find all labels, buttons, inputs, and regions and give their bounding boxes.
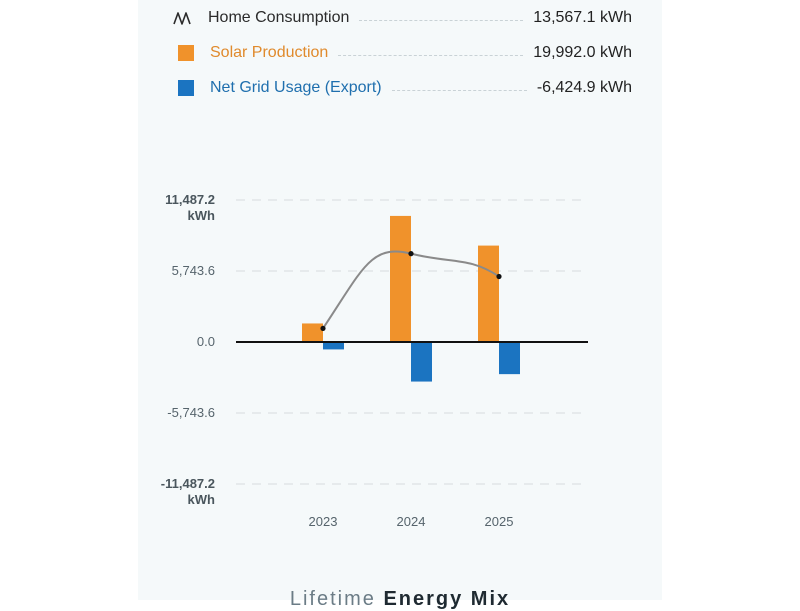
y-tick-label: -11,487.2: [161, 476, 215, 491]
grid-bar: [411, 342, 432, 382]
x-tick-label: 2025: [485, 514, 514, 529]
solar-bar: [478, 246, 499, 342]
grid-bar: [323, 342, 344, 349]
line-point: [496, 274, 501, 279]
line-point: [320, 326, 325, 331]
y-tick-label: -5,743.6: [167, 405, 215, 420]
y-tick-label: 5,743.6: [172, 263, 215, 278]
energy-chart: 11,487.2kWh5,743.60.0-5,743.6-11,487.2kW…: [0, 0, 800, 600]
line-point: [408, 251, 413, 256]
x-tick-label: 2024: [397, 514, 426, 529]
y-tick-label: 0.0: [197, 334, 215, 349]
y-tick-unit: kWh: [188, 208, 216, 223]
solar-bar: [390, 216, 411, 342]
grid-bar: [499, 342, 520, 374]
solar-bar: [302, 323, 323, 342]
section-title-light: Lifetime: [290, 588, 384, 610]
x-tick-label: 2023: [309, 514, 338, 529]
y-tick-label: 11,487.2: [165, 192, 215, 207]
y-tick-unit: kWh: [188, 492, 216, 507]
section-title-bold: Energy Mix: [383, 588, 510, 610]
